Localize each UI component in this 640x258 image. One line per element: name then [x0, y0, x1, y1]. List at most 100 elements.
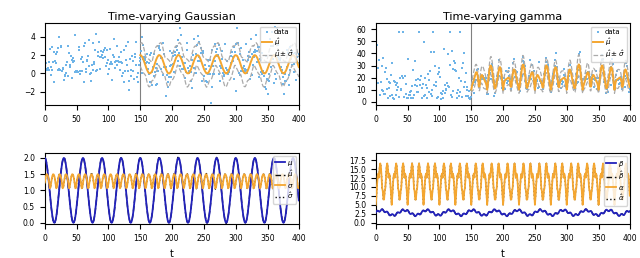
data	[97, 52, 108, 57]
$\sigma$	[124, 181, 131, 184]
data	[40, 51, 50, 55]
Point	[536, 81, 546, 85]
Point	[526, 77, 536, 81]
$\hat{\sigma}$	[227, 174, 234, 178]
Point	[224, 68, 234, 72]
data	[436, 96, 446, 101]
data	[55, 68, 65, 72]
Point	[259, 74, 269, 78]
Point	[141, 61, 151, 65]
Point	[582, 70, 593, 74]
Point	[287, 63, 298, 67]
$\alpha$	[556, 190, 564, 193]
Legend: $\beta$, $\hat{\beta}$, $\alpha$, $\hat{\alpha}$: $\beta$, $\hat{\beta}$, $\alpha$, $\hat{…	[604, 157, 627, 206]
Point	[504, 74, 515, 78]
data	[41, 61, 51, 65]
Point	[563, 76, 573, 80]
data	[375, 93, 385, 97]
data	[57, 68, 67, 72]
$\hat{\sigma}$	[157, 172, 165, 175]
Point	[494, 58, 504, 62]
$\hat{\alpha}$	[533, 174, 541, 178]
data	[383, 95, 393, 100]
Point	[139, 55, 149, 59]
$\hat{\mu}$	[295, 198, 303, 201]
data	[132, 80, 143, 84]
Point	[545, 83, 556, 87]
Line: $\sigma$: $\sigma$	[45, 174, 299, 188]
$\hat{\mu} \pm \hat{\sigma}$	[598, 71, 606, 74]
$\mu$	[72, 211, 80, 214]
Point	[561, 83, 571, 87]
$\hat{\mu} \pm \hat{\sigma}$	[559, 85, 567, 88]
$\hat{\mu}$	[136, 54, 144, 57]
$\hat{\beta}$	[372, 211, 380, 214]
Point	[161, 94, 172, 98]
Point	[194, 39, 204, 44]
$\beta$	[454, 212, 462, 215]
Point	[551, 51, 561, 55]
Point	[495, 66, 505, 70]
Point	[531, 78, 541, 83]
data	[417, 86, 427, 90]
$\hat{\alpha}$	[372, 203, 380, 206]
$\alpha$	[532, 194, 540, 197]
$\beta$	[582, 207, 589, 211]
Point	[289, 62, 300, 66]
Point	[210, 42, 220, 46]
Point	[479, 78, 490, 83]
data	[454, 90, 465, 94]
data	[71, 69, 81, 73]
$\hat{\mu} \pm \hat{\sigma}$	[531, 92, 539, 95]
Point	[166, 63, 177, 67]
Point	[586, 84, 596, 88]
Point	[154, 44, 164, 48]
Point	[527, 70, 538, 74]
Point	[512, 70, 522, 74]
Point	[570, 81, 580, 85]
Point	[515, 85, 525, 89]
$\hat{\mu} \pm \hat{\sigma}$	[290, 66, 298, 69]
Point	[553, 75, 563, 79]
data	[127, 59, 138, 63]
Point	[591, 76, 602, 80]
Point	[236, 69, 246, 73]
Point	[257, 51, 267, 55]
Point	[248, 63, 258, 67]
Point	[603, 90, 613, 94]
Point	[182, 48, 193, 52]
$\hat{\mu}$	[247, 60, 255, 63]
data	[431, 84, 441, 88]
Point	[205, 58, 216, 62]
Point	[264, 79, 275, 84]
Point	[232, 26, 242, 30]
data	[403, 57, 413, 61]
$\hat{\sigma}$	[41, 182, 49, 185]
$\hat{\mu}$	[229, 57, 237, 60]
Point	[620, 74, 630, 78]
Point	[540, 70, 550, 74]
Point	[237, 69, 247, 73]
data	[68, 60, 78, 64]
Point	[530, 86, 540, 90]
Point	[621, 64, 632, 68]
Point	[238, 58, 248, 62]
data	[458, 51, 468, 55]
Point	[594, 80, 604, 84]
Point	[272, 26, 282, 30]
data	[396, 87, 406, 91]
data	[63, 44, 73, 48]
$\alpha$	[472, 165, 480, 168]
data	[457, 95, 467, 99]
data	[67, 76, 77, 80]
Point	[572, 80, 582, 85]
Point	[472, 67, 483, 71]
Point	[475, 78, 485, 83]
Point	[156, 55, 166, 60]
Point	[484, 78, 494, 82]
Point	[605, 76, 615, 80]
Point	[285, 68, 296, 72]
$\hat{\mu}$	[202, 214, 209, 217]
Point	[244, 50, 254, 54]
data	[378, 89, 388, 93]
